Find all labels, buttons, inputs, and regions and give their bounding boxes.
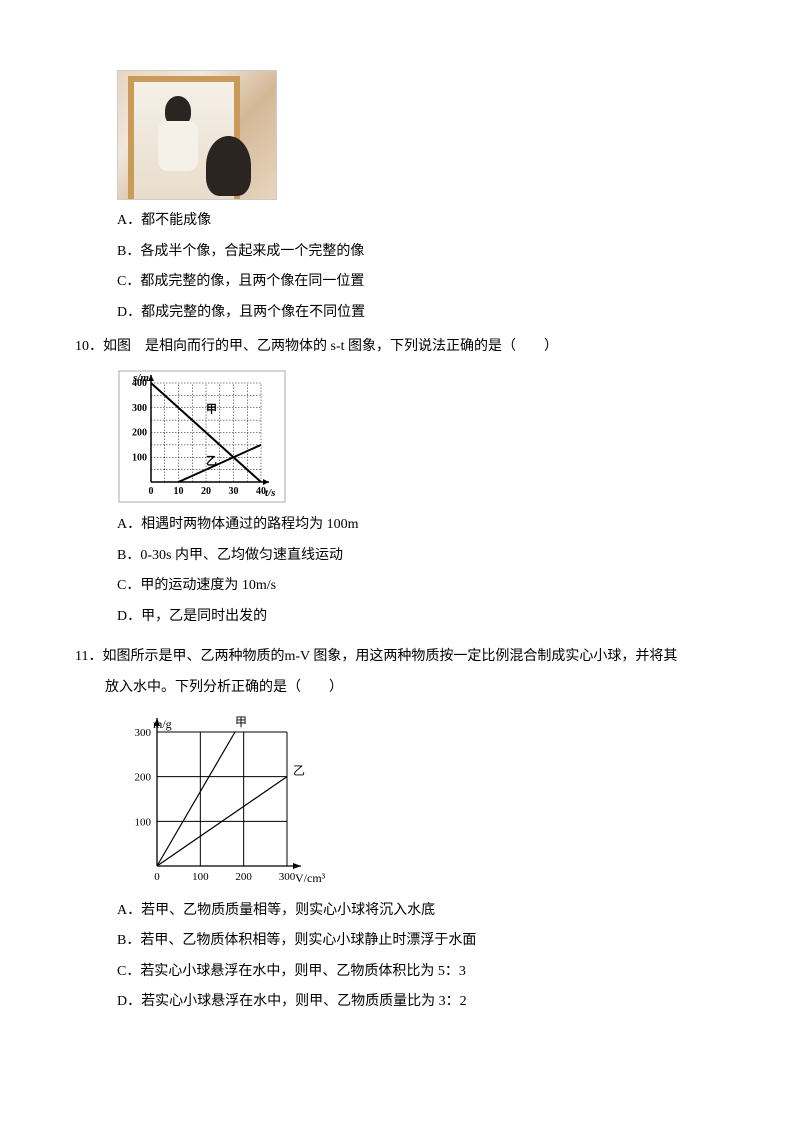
q11-stem-line1: 11．如图所示是甲、乙两种物质的m-V 图象，用这两种物质按一定比例混合制成实心… — [75, 644, 719, 671]
svg-text:20: 20 — [201, 486, 211, 497]
q9-option-b: B．各成半个像，合起来成一个完整的像 — [75, 239, 719, 266]
q10-chart-container: 010203040100200300400t/ss/m甲乙 — [117, 369, 719, 504]
svg-text:300: 300 — [279, 871, 296, 883]
q10-option-a: A．相遇时两物体通过的路程均为 100m — [75, 512, 719, 539]
svg-text:乙: 乙 — [206, 455, 217, 468]
q11-mv-chart: 0100200300100200300V/cm³m/g甲乙 — [117, 710, 327, 890]
svg-text:甲: 甲 — [206, 403, 217, 416]
q11-option-b: B．若甲、乙物质体积相等，则实心小球静止时漂浮于水面 — [75, 928, 719, 955]
q10-option-d: D．甲，乙是同时出发的 — [75, 604, 719, 631]
q10-stem: 10．如图 是相向而行的甲、乙两物体的 s-t 图象，下列说法正确的是（ ） — [75, 334, 719, 361]
svg-text:200: 200 — [135, 771, 152, 783]
svg-text:100: 100 — [132, 452, 147, 463]
q11-stem-line2: 放入水中。下列分析正确的是（ ） — [75, 675, 719, 702]
svg-text:s/m: s/m — [132, 372, 149, 384]
q10-st-chart: 010203040100200300400t/ss/m甲乙 — [117, 369, 287, 504]
q9-option-d: D．都成完整的像，且两个像在不同位置 — [75, 300, 719, 327]
svg-text:m/g: m/g — [153, 717, 172, 731]
svg-text:10: 10 — [174, 486, 184, 497]
svg-text:200: 200 — [235, 871, 252, 883]
q11-option-a: A．若甲、乙物质质量相等，则实心小球将沉入水底 — [75, 898, 719, 925]
svg-text:100: 100 — [192, 871, 209, 883]
svg-text:30: 30 — [229, 486, 239, 497]
q11-option-d: D．若实心小球悬浮在水中，则甲、乙物质质量比为 3：2 — [75, 989, 719, 1016]
svg-text:300: 300 — [135, 727, 152, 739]
svg-text:V/cm³: V/cm³ — [295, 871, 326, 885]
svg-text:甲: 甲 — [235, 715, 247, 729]
svg-text:200: 200 — [132, 427, 147, 438]
q9-option-a: A．都不能成像 — [75, 208, 719, 235]
svg-text:100: 100 — [135, 816, 152, 828]
q10-option-c: C．甲的运动速度为 10m/s — [75, 573, 719, 600]
q9-figure-photo — [117, 70, 277, 200]
svg-text:乙: 乙 — [293, 763, 305, 777]
q11-option-c: C．若实心小球悬浮在水中，则甲、乙物质体积比为 5：3 — [75, 959, 719, 986]
svg-text:300: 300 — [132, 403, 147, 414]
svg-text:0: 0 — [154, 871, 160, 883]
q11-chart-container: 0100200300100200300V/cm³m/g甲乙 — [117, 710, 719, 890]
svg-text:t/s: t/s — [265, 487, 275, 499]
svg-text:0: 0 — [149, 486, 154, 497]
q9-option-c: C．都成完整的像，且两个像在同一位置 — [75, 269, 719, 296]
q10-option-b: B．0-30s 内甲、乙均做匀速直线运动 — [75, 543, 719, 570]
